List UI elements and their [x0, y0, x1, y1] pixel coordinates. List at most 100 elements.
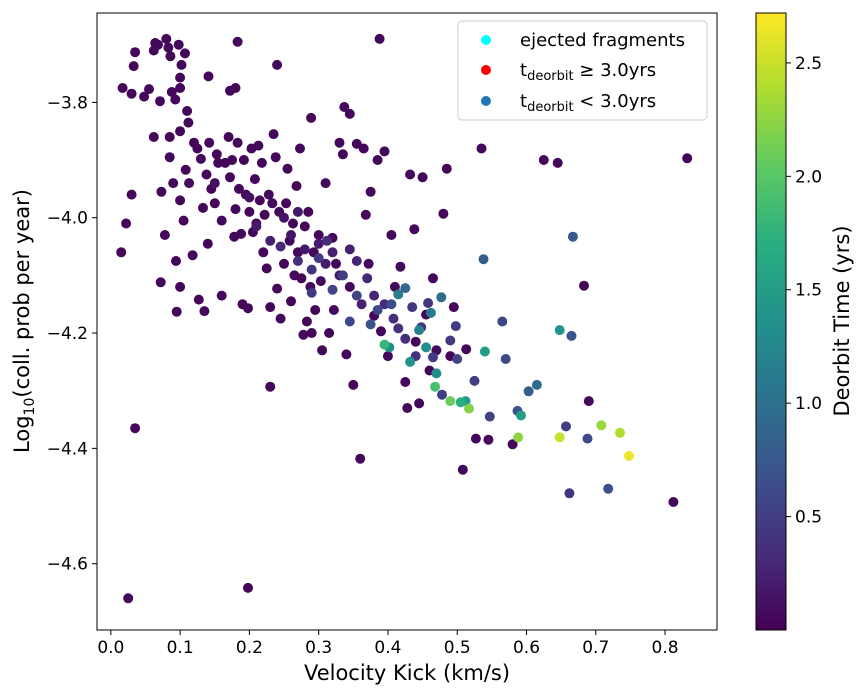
data-point — [320, 258, 331, 269]
data-point — [254, 195, 265, 206]
data-point — [148, 132, 159, 142]
data-point — [395, 261, 406, 272]
data-point — [369, 290, 380, 301]
data-point — [275, 313, 286, 324]
data-point — [410, 336, 421, 347]
colorbar-gradient — [755, 12, 787, 631]
data-point — [155, 96, 165, 107]
data-point — [209, 178, 220, 189]
data-point — [320, 178, 331, 189]
data-point — [176, 59, 187, 70]
data-points — [116, 33, 693, 604]
data-point — [315, 276, 326, 287]
data-point — [478, 254, 489, 265]
x-tick-label: 0.0 — [97, 638, 124, 658]
data-point — [461, 344, 472, 355]
data-point — [175, 72, 186, 83]
data-point — [362, 273, 373, 284]
data-point — [192, 143, 203, 154]
data-point — [344, 281, 355, 292]
x-tick-label: 0.1 — [167, 638, 194, 658]
data-point — [292, 206, 303, 217]
data-point — [175, 83, 186, 93]
data-point — [183, 117, 194, 128]
data-point — [363, 258, 374, 269]
data-point — [301, 316, 312, 327]
data-point — [286, 230, 296, 240]
data-point — [351, 290, 362, 301]
y-tick-label: −3.8 — [47, 93, 88, 113]
data-point — [244, 206, 255, 217]
data-point — [199, 306, 210, 317]
x-axis-label: Velocity Kick (km/s) — [304, 661, 510, 685]
data-point — [267, 198, 278, 209]
data-point — [295, 143, 305, 154]
data-point — [303, 206, 314, 217]
data-point — [175, 195, 186, 206]
legend-label-short-deorbit: tdeorbit < 3.0yrs — [520, 91, 656, 115]
data-point — [144, 84, 154, 95]
data-point — [344, 316, 355, 327]
data-point — [313, 253, 324, 264]
data-point — [313, 238, 324, 249]
data-point — [139, 91, 150, 102]
data-point — [365, 319, 376, 330]
data-point — [400, 283, 411, 294]
data-point — [198, 202, 208, 213]
data-point — [211, 149, 222, 160]
data-point — [178, 215, 189, 226]
data-point — [164, 132, 175, 142]
data-point — [455, 397, 466, 408]
data-point — [253, 140, 264, 151]
data-point — [279, 212, 289, 223]
data-point — [161, 33, 172, 44]
data-point — [180, 164, 191, 175]
data-point — [299, 221, 310, 232]
data-point — [531, 379, 542, 390]
data-point — [668, 497, 679, 507]
data-point — [409, 224, 420, 235]
data-point — [164, 152, 175, 163]
data-point — [230, 83, 241, 93]
data-point — [500, 354, 511, 364]
data-point — [202, 238, 213, 249]
data-point — [234, 183, 244, 194]
data-point — [327, 247, 338, 258]
data-point — [579, 280, 589, 291]
legend-marker-short-deorbit — [481, 96, 491, 106]
data-point — [386, 299, 397, 310]
data-point — [256, 157, 267, 168]
colorbar-tick-label: 1.5 — [795, 281, 822, 301]
colorbar-label: Deorbit Time (yrs) — [830, 225, 854, 416]
data-point — [173, 39, 184, 50]
data-point — [175, 281, 186, 292]
data-point — [400, 377, 411, 387]
data-point — [566, 330, 577, 341]
data-point — [624, 450, 634, 461]
data-point — [582, 433, 593, 444]
data-point — [243, 582, 253, 593]
data-point — [448, 302, 459, 313]
data-point — [258, 247, 269, 258]
data-point — [484, 411, 495, 422]
data-point — [341, 349, 352, 360]
data-point — [450, 321, 461, 332]
data-point — [243, 303, 253, 314]
data-point — [168, 178, 179, 189]
data-point — [355, 453, 366, 464]
data-point — [331, 258, 341, 269]
data-point — [275, 241, 286, 252]
data-point — [483, 434, 494, 445]
data-point — [322, 235, 332, 246]
data-point — [265, 235, 276, 246]
data-point — [306, 112, 317, 123]
data-point — [268, 129, 279, 140]
data-point — [156, 186, 167, 197]
data-point — [388, 313, 399, 324]
data-point — [464, 403, 474, 414]
data-point — [327, 284, 338, 295]
data-point — [170, 94, 181, 105]
data-point — [223, 132, 234, 142]
data-point — [469, 375, 480, 386]
